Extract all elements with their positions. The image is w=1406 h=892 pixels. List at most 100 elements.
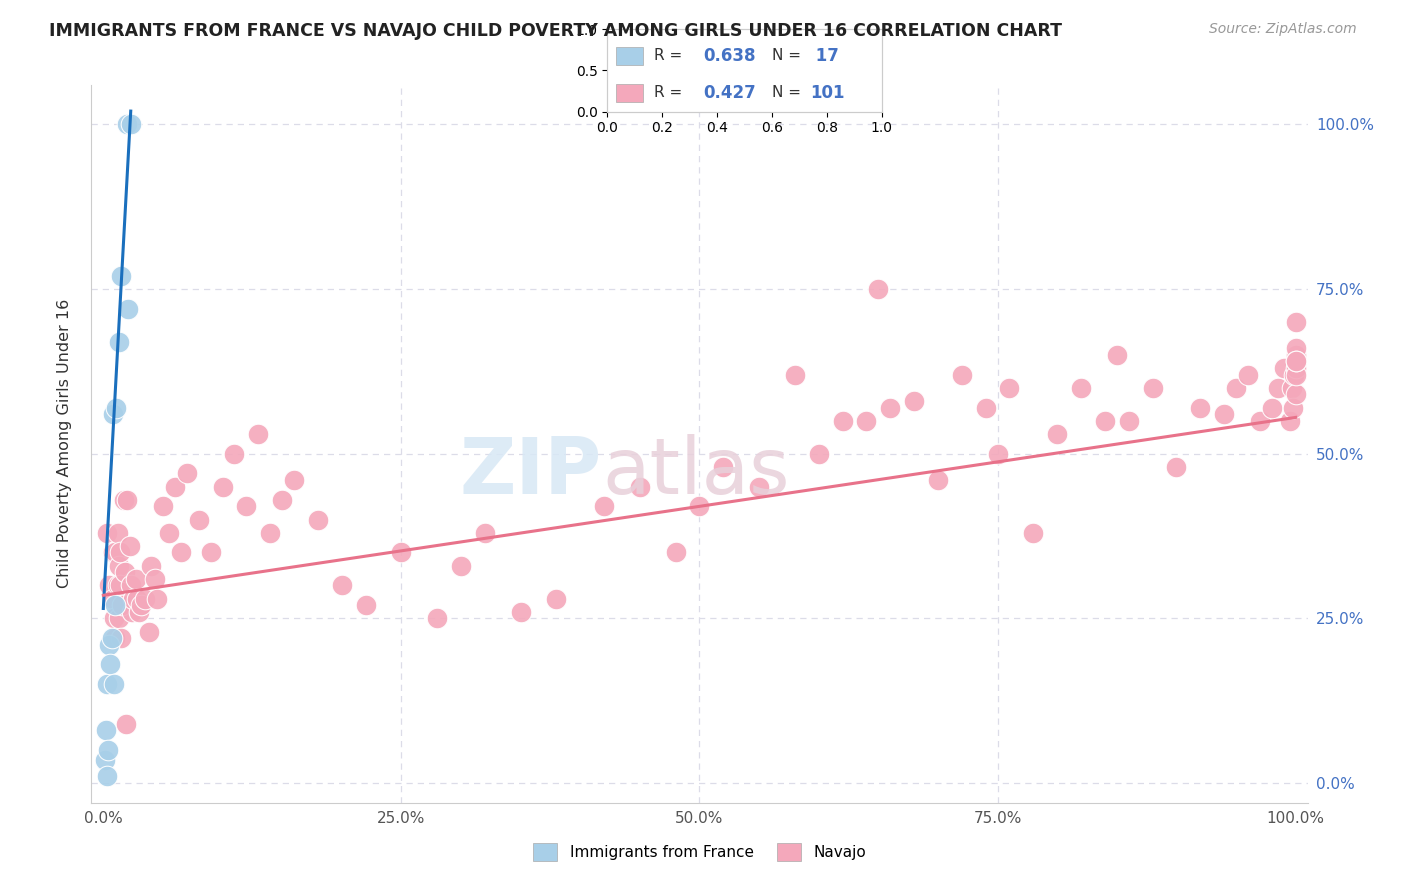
Point	[1022, 525, 1045, 540]
Point	[96, 525, 118, 540]
Point	[1285, 354, 1308, 368]
Point	[474, 525, 496, 540]
Text: 0.638: 0.638	[703, 46, 756, 65]
Point	[134, 591, 156, 606]
Point	[879, 401, 901, 415]
Text: R =: R =	[654, 48, 688, 63]
Point	[100, 657, 122, 672]
Point	[1189, 401, 1212, 415]
Point	[96, 769, 118, 783]
Point	[1249, 414, 1271, 428]
Point	[124, 572, 146, 586]
Point	[94, 723, 117, 738]
Point	[224, 447, 246, 461]
Point	[104, 631, 127, 645]
Point	[146, 591, 169, 606]
Point	[1285, 368, 1308, 382]
Point	[110, 268, 132, 283]
Point	[831, 414, 853, 428]
Point	[1285, 341, 1308, 355]
Point	[1213, 407, 1236, 421]
Point	[115, 492, 138, 507]
Point	[665, 545, 688, 559]
Point	[1285, 361, 1308, 376]
Point	[868, 282, 890, 296]
Point	[170, 545, 193, 559]
Point	[122, 591, 145, 606]
Point	[1278, 414, 1301, 428]
Point	[157, 525, 180, 540]
Point	[1225, 381, 1247, 395]
Point	[307, 512, 329, 526]
Point	[1285, 387, 1308, 401]
Point	[1046, 426, 1069, 441]
Point	[131, 598, 153, 612]
Point	[1105, 348, 1128, 362]
Text: 0.427: 0.427	[703, 84, 756, 102]
Point	[1281, 381, 1303, 395]
Point	[1285, 354, 1308, 368]
Point	[748, 480, 770, 494]
Point	[125, 591, 148, 606]
Point	[688, 500, 710, 514]
Point	[98, 638, 121, 652]
Point	[152, 500, 174, 514]
Point	[927, 473, 949, 487]
Point	[509, 605, 531, 619]
Point	[903, 393, 925, 408]
Point	[97, 743, 120, 757]
Point	[100, 631, 122, 645]
Point	[139, 558, 162, 573]
Point	[1285, 315, 1308, 329]
Point	[120, 117, 142, 131]
Point	[103, 677, 125, 691]
Point	[783, 368, 806, 382]
Text: IMMIGRANTS FROM FRANCE VS NAVAJO CHILD POVERTY AMONG GIRLS UNDER 16 CORRELATION : IMMIGRANTS FROM FRANCE VS NAVAJO CHILD P…	[49, 22, 1062, 40]
Point	[128, 605, 150, 619]
Point	[247, 426, 270, 441]
Point	[112, 492, 135, 507]
Point	[1142, 381, 1164, 395]
Text: atlas: atlas	[602, 434, 790, 510]
Point	[115, 716, 138, 731]
Point	[110, 631, 132, 645]
Text: N =: N =	[772, 85, 806, 100]
Text: ZIP: ZIP	[460, 434, 602, 510]
Point	[108, 334, 131, 349]
Y-axis label: Child Poverty Among Girls Under 16: Child Poverty Among Girls Under 16	[58, 299, 72, 589]
Point	[108, 611, 131, 625]
Point	[120, 578, 142, 592]
Point	[96, 677, 118, 691]
Point	[1282, 401, 1305, 415]
Point	[593, 500, 616, 514]
Point	[998, 381, 1021, 395]
Point	[283, 473, 305, 487]
Point	[974, 401, 997, 415]
Point	[114, 566, 136, 580]
Point	[115, 117, 138, 131]
Point	[111, 598, 134, 612]
Point	[855, 414, 877, 428]
Point	[101, 545, 124, 559]
Point	[426, 611, 449, 625]
Point	[1267, 381, 1289, 395]
Point	[108, 558, 131, 573]
Point	[1261, 401, 1284, 415]
Point	[1118, 414, 1140, 428]
Text: 17: 17	[810, 46, 839, 65]
Point	[950, 368, 973, 382]
Point	[1070, 381, 1092, 395]
Point	[389, 545, 412, 559]
Text: Source: ZipAtlas.com: Source: ZipAtlas.com	[1209, 22, 1357, 37]
Point	[450, 558, 472, 573]
Point	[103, 611, 125, 625]
Text: 101: 101	[810, 84, 845, 102]
Point	[121, 605, 143, 619]
Text: N =: N =	[772, 48, 806, 63]
Point	[108, 578, 131, 592]
Point	[118, 539, 141, 553]
FancyBboxPatch shape	[616, 84, 643, 102]
Point	[259, 525, 281, 540]
Point	[163, 480, 186, 494]
Point	[107, 578, 129, 592]
